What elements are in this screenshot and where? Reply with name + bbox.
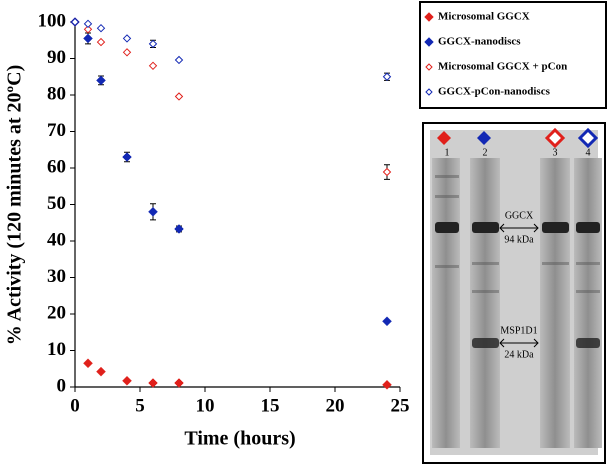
gel-image: 1 2 3 4 GGCX 94 kDa MSP1D1 24 kDa: [422, 122, 606, 464]
point: [96, 75, 106, 86]
point: [83, 33, 93, 44]
point: [96, 366, 106, 377]
point: [148, 61, 158, 71]
legend-marker: [424, 12, 434, 22]
gel-band: [576, 290, 600, 293]
lane-label: 4: [586, 147, 591, 158]
gel-band: [576, 222, 600, 233]
band-size: 24 kDa: [504, 349, 534, 360]
legend-box: [419, 1, 607, 109]
y-tick-label: 80: [47, 83, 66, 104]
point: [382, 72, 392, 81]
gel-band: [576, 262, 600, 265]
x-tick-label: 25: [391, 395, 410, 416]
y-tick-label: 0: [57, 375, 67, 396]
lane-icon: [437, 131, 451, 145]
legend-label: GGCX-pCon-nanodiscs: [438, 86, 551, 98]
gel-band: [472, 222, 499, 233]
gel-band: [542, 222, 569, 233]
gel-band: [435, 195, 459, 198]
gel-band: [435, 175, 459, 178]
lane-icon: [544, 127, 566, 149]
gel-band: [435, 222, 459, 233]
band-arrow: [499, 338, 539, 348]
gel-band: [542, 262, 569, 265]
point: [122, 375, 132, 386]
gel-band: [576, 338, 600, 348]
y-tick-label: 40: [47, 229, 66, 250]
x-tick-label: 5: [135, 395, 145, 416]
y-tick-label: 30: [47, 266, 66, 287]
point: [122, 48, 132, 57]
gel-lane: [540, 158, 570, 448]
point: [70, 17, 80, 27]
point: [96, 37, 106, 47]
legend-marker: [424, 37, 434, 47]
point: [382, 316, 392, 327]
y-tick-label: 100: [38, 10, 67, 31]
y-tick-label: 20: [47, 302, 66, 323]
point: [382, 167, 392, 177]
band-size: 94 kDa: [504, 234, 534, 245]
point: [174, 378, 184, 388]
point: [148, 378, 158, 388]
point: [83, 25, 93, 34]
band-label: MSP1D1: [500, 325, 537, 336]
band-label: GGCX: [505, 210, 534, 221]
y-tick-label: 90: [47, 47, 66, 68]
gel-lane: [470, 158, 500, 448]
legend-label: GGCX-nanodiscs: [438, 36, 521, 48]
y-axis-title: % Activity (120 minutes at 20ºC): [4, 65, 26, 345]
legend-marker: [425, 63, 433, 71]
lane-icon: [477, 131, 491, 145]
point: [174, 55, 184, 65]
point: [83, 19, 93, 29]
point: [96, 23, 106, 33]
y-tick-label: 50: [47, 193, 66, 214]
gel-band: [435, 265, 459, 268]
x-axis-title: Time (hours): [184, 428, 295, 450]
point: [174, 224, 184, 234]
legend-label: Microsomal GGCX + pCon: [438, 61, 567, 73]
gel-lane: [432, 158, 460, 448]
x-tick-label: 15: [261, 395, 280, 416]
gel-band: [472, 290, 499, 293]
x-tick-label: 20: [326, 395, 345, 416]
point: [174, 92, 184, 101]
legend-label: Microsomal GGCX: [438, 11, 530, 23]
lane-label: 2: [483, 147, 488, 158]
point: [148, 206, 158, 217]
point: [382, 379, 392, 390]
x-tick-label: 0: [70, 395, 80, 416]
y-tick-label: 70: [47, 120, 66, 141]
lane-icon: [577, 127, 599, 149]
gel-band: [472, 262, 499, 265]
point: [122, 152, 132, 162]
band-arrow: [499, 223, 539, 233]
point: [148, 39, 158, 49]
lane-label: 3: [553, 147, 558, 158]
x-tick-label: 10: [196, 395, 215, 416]
point: [83, 358, 93, 369]
y-tick-label: 10: [47, 339, 66, 360]
lane-label: 1: [445, 147, 450, 158]
gel-lane: [574, 158, 602, 448]
point: [122, 34, 132, 43]
y-tick-label: 60: [47, 156, 66, 177]
gel-band: [472, 338, 499, 348]
legend-marker: [425, 88, 433, 96]
